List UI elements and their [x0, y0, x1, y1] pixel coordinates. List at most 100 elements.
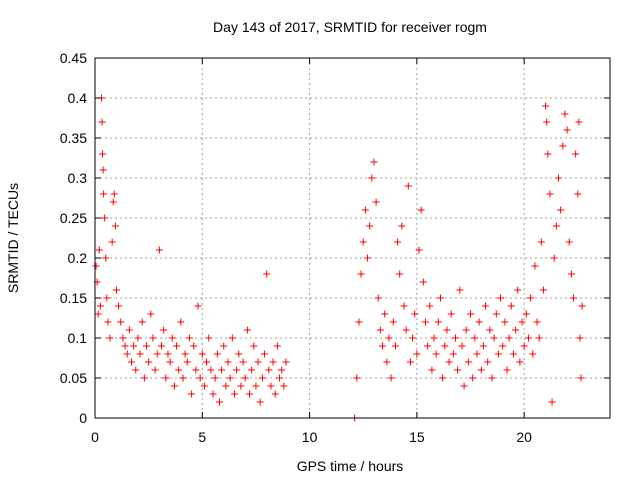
data-point — [559, 142, 567, 150]
data-point — [235, 350, 243, 358]
data-point — [102, 254, 110, 262]
data-point — [109, 198, 117, 206]
data-point — [396, 270, 404, 278]
data-point — [173, 342, 181, 350]
data-point — [273, 342, 281, 350]
data-point — [233, 366, 241, 374]
data-point — [574, 190, 582, 198]
data-point — [432, 350, 440, 358]
data-point — [391, 342, 399, 350]
data-point — [370, 158, 378, 166]
data-point — [282, 358, 290, 366]
data-point — [188, 390, 196, 398]
data-point — [168, 334, 176, 342]
data-point — [194, 302, 202, 310]
data-point — [99, 150, 107, 158]
data-point — [111, 222, 119, 230]
data-point — [570, 294, 578, 302]
data-point — [237, 382, 245, 390]
data-point — [514, 286, 522, 294]
data-point — [575, 118, 583, 126]
data-point — [153, 350, 161, 358]
data-point — [239, 358, 247, 366]
data-point — [121, 342, 129, 350]
data-point — [162, 374, 170, 382]
data-point — [265, 366, 273, 374]
data-point — [366, 222, 374, 230]
x-tick-label: 10 — [302, 429, 318, 445]
data-point — [454, 366, 462, 374]
data-point — [138, 318, 146, 326]
data-point — [518, 318, 526, 326]
data-point — [524, 334, 532, 342]
data-point — [215, 398, 223, 406]
data-point — [509, 350, 517, 358]
data-point — [353, 374, 361, 382]
data-point — [385, 334, 393, 342]
data-point — [499, 342, 507, 350]
data-point — [267, 382, 275, 390]
data-point — [250, 342, 258, 350]
data-point — [196, 374, 204, 382]
data-point — [164, 350, 172, 358]
data-point — [417, 206, 425, 214]
data-point — [406, 358, 414, 366]
data-point — [520, 342, 528, 350]
data-point — [278, 366, 286, 374]
data-point — [531, 262, 539, 270]
data-point — [381, 310, 389, 318]
data-point — [132, 366, 140, 374]
data-point — [119, 334, 127, 342]
y-tick-label: 0.05 — [60, 370, 87, 386]
data-point — [151, 366, 159, 374]
data-point — [522, 310, 530, 318]
data-point — [263, 270, 271, 278]
data-point — [177, 318, 185, 326]
data-point — [248, 366, 256, 374]
data-point — [136, 350, 144, 358]
x-tick-label: 0 — [91, 429, 99, 445]
data-point — [355, 318, 363, 326]
data-point — [379, 342, 387, 350]
data-point — [103, 294, 111, 302]
x-tick-label: 20 — [516, 429, 532, 445]
data-point — [464, 358, 472, 366]
y-tick-label: 0.1 — [68, 330, 88, 346]
data-point — [269, 358, 277, 366]
data-point — [226, 374, 234, 382]
data-point — [443, 326, 451, 334]
y-tick-label: 0 — [79, 410, 87, 426]
plot-frame — [94, 57, 611, 419]
data-point — [546, 190, 554, 198]
data-point — [155, 246, 163, 254]
data-point — [166, 358, 174, 366]
data-point — [376, 326, 384, 334]
data-point — [222, 382, 230, 390]
data-point — [175, 366, 183, 374]
data-point — [503, 366, 511, 374]
data-point — [92, 262, 100, 270]
data-point — [402, 326, 410, 334]
data-point — [462, 326, 470, 334]
data-point — [145, 358, 153, 366]
data-point — [207, 366, 215, 374]
grid — [95, 58, 610, 418]
data-point — [198, 350, 206, 358]
data-point — [486, 326, 494, 334]
data-point — [421, 318, 429, 326]
data-point — [424, 342, 432, 350]
data-point — [127, 358, 135, 366]
data-point — [104, 318, 112, 326]
data-point — [228, 334, 236, 342]
data-point — [415, 246, 423, 254]
data-point — [209, 390, 217, 398]
data-point — [555, 174, 562, 182]
data-point — [140, 374, 148, 382]
data-point — [117, 318, 125, 326]
x-axis-label: GPS time / hours — [297, 458, 404, 474]
data-point — [368, 174, 376, 182]
data-point — [179, 374, 187, 382]
data-point — [394, 238, 402, 246]
data-point — [404, 182, 412, 190]
data-point — [409, 334, 417, 342]
